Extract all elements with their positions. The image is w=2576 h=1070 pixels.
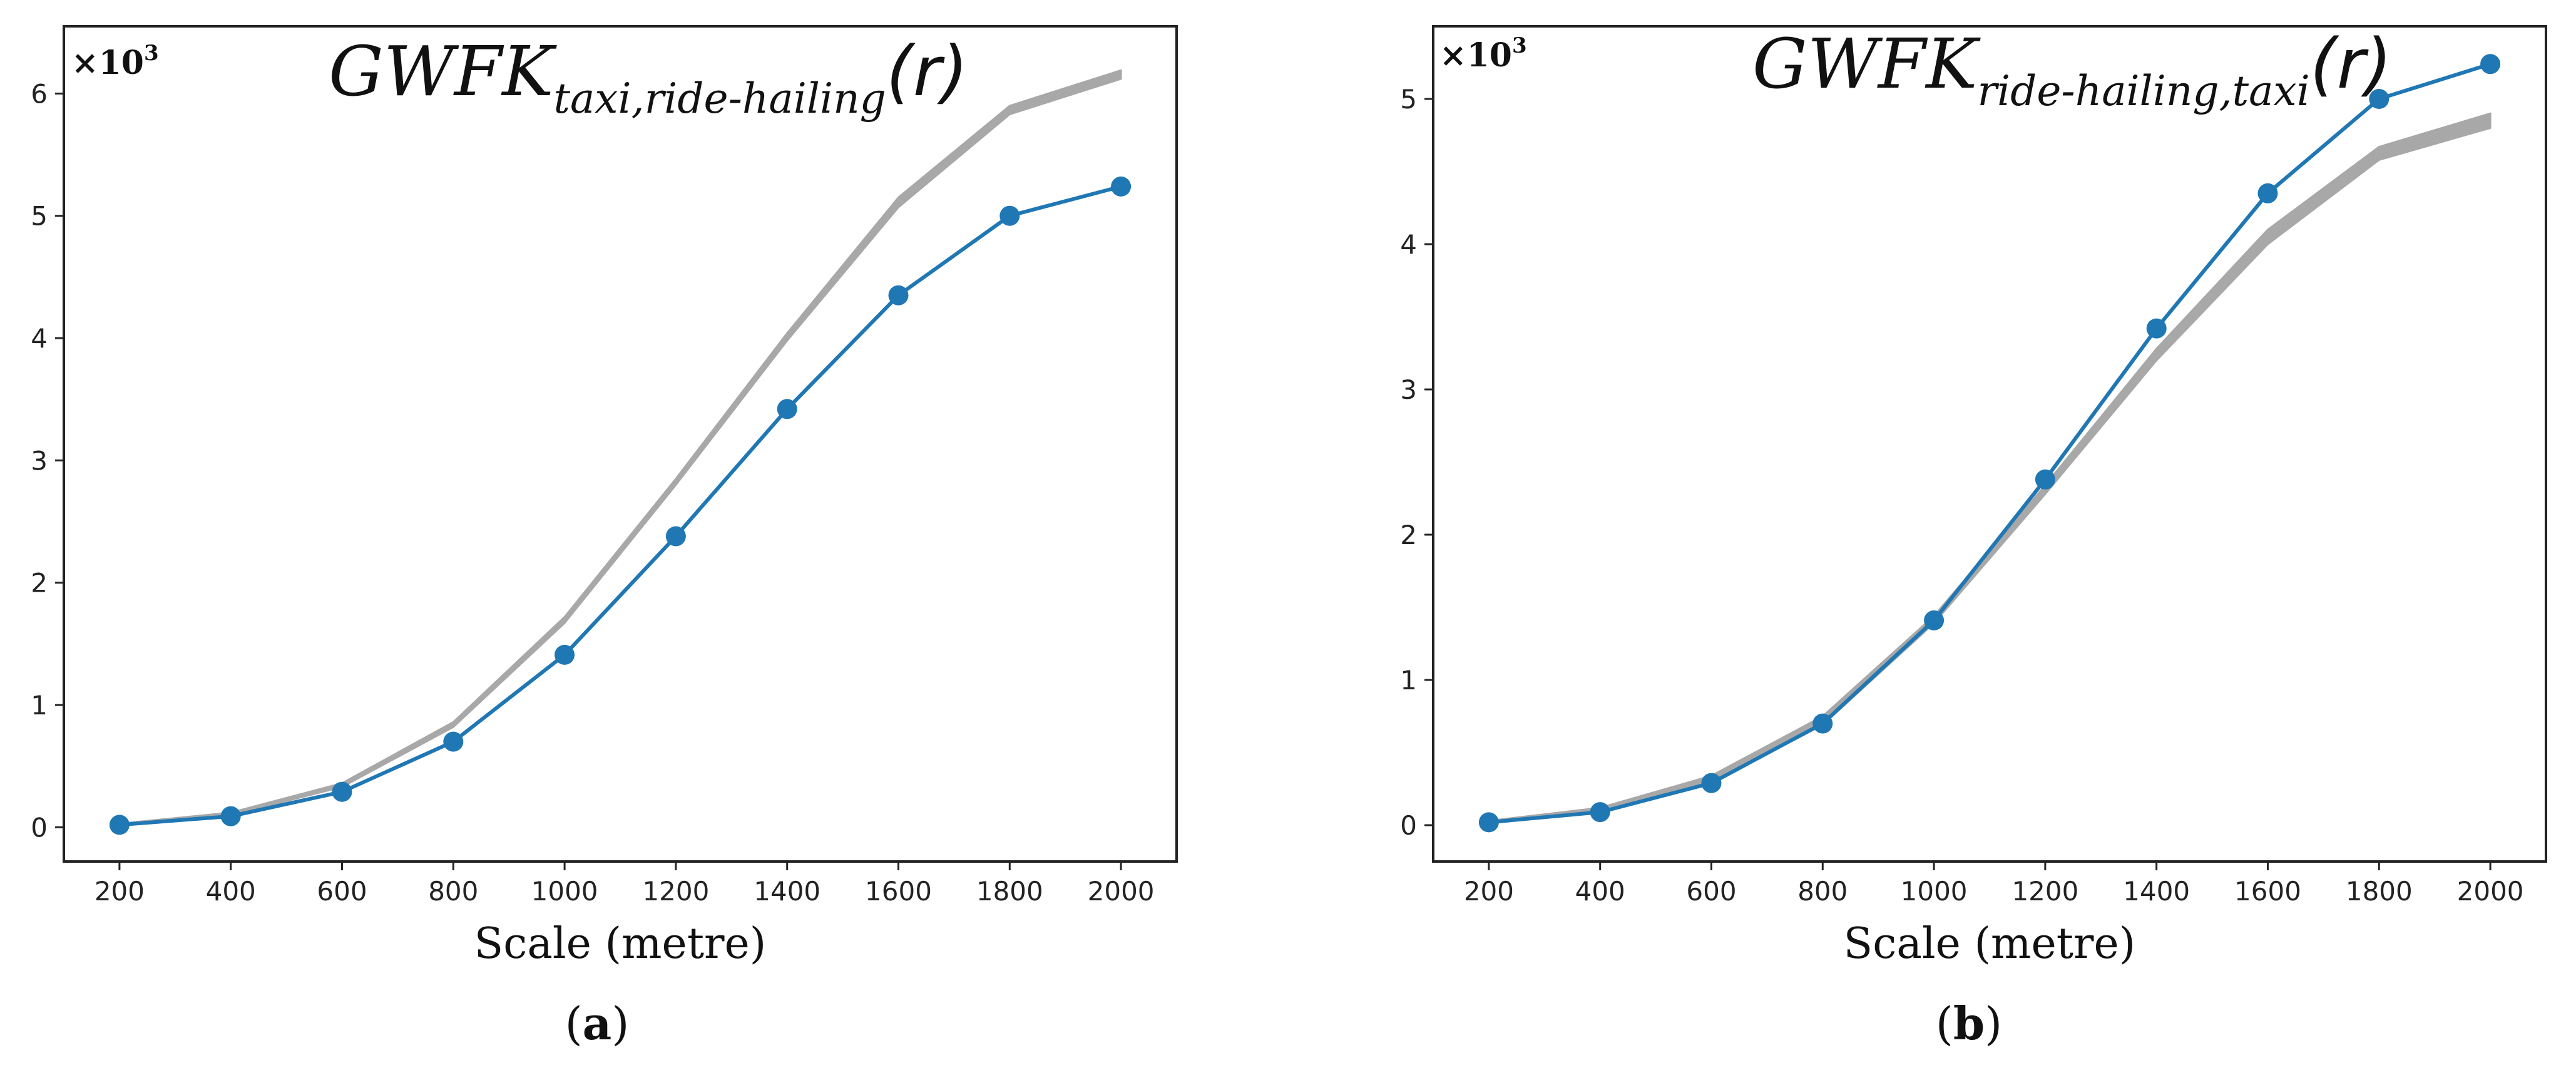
multiplier-base-a: ×10 [71,44,144,82]
panel-label-letter-b: b [1953,997,1985,1050]
x-tick-label-a: 400 [206,876,256,907]
observed-point-b [1478,812,1499,833]
title-suffix-b: (r) [2310,24,2392,104]
title-subscript-b: ride-hailing,taxi [1977,67,2309,115]
chart-panel-b: GWFKride-hailing,taxi(r) ×103 Scale (met… [1400,24,2547,1050]
observed-point-a [220,806,241,826]
y-multiplier-b: ×103 [1439,33,1527,75]
observed-point-b [1924,610,1945,630]
x-tick-label-a: 200 [95,876,145,907]
x-tick-label-a: 800 [428,876,478,907]
observed-point-b [2146,318,2167,339]
x-axis-label-a: Scale (metre) [474,919,767,969]
y-tick-label-b: 0 [1400,810,1417,841]
x-tick-label-b: 1200 [2011,876,2078,907]
observed-point-a [777,399,797,419]
observed-point-a [109,815,130,835]
y-tick-label-a: 6 [31,78,48,109]
x-tick-label-b: 2000 [2457,876,2524,907]
multiplier-exponent-a: 3 [144,41,159,66]
x-tick-label-a: 1800 [976,876,1043,907]
plot-layer-b [1478,54,2501,833]
observed-line-b [1488,62,2491,825]
y-tick-label-a: 4 [31,323,48,354]
x-tick-label-a: 1400 [754,876,820,907]
observed-point-a [1111,176,1132,197]
observed-line-a [119,184,1122,827]
y-tick-label-a: 0 [31,812,48,843]
title-base-b: GWFK [1752,24,1981,104]
observed-point-b [2369,89,2389,109]
x-tick-label-a: 600 [317,876,367,907]
y-tick-label-b: 5 [1400,84,1417,115]
panel-label-a: (a) [565,997,630,1050]
x-tick-label-b: 600 [1686,876,1736,907]
chart-panel-a: GWFKtaxi,ride-hailing(r) ×103 Scale (met… [31,25,1178,1050]
observed-point-a [443,731,464,752]
x-axis-label-b: Scale (metre) [1844,919,2136,969]
chart-title-a: GWFKtaxi,ride-hailing(r) [329,31,968,123]
panel-label-open-a: ( [565,997,583,1050]
panel-label-letter-a: a [583,997,612,1050]
x-tick-label-b: 400 [1575,876,1625,907]
y-tick-label-b: 3 [1400,374,1417,405]
y-tick-label-b: 1 [1400,665,1417,696]
x-tick-label-a: 1200 [642,876,709,907]
observed-point-a [888,285,909,306]
plot-layer-a [109,69,1132,835]
observed-point-b [1812,713,1833,734]
x-tick-label-a: 1600 [865,876,932,907]
x-tick-label-b: 1400 [2123,876,2190,907]
y-tick-label-b: 2 [1400,520,1417,550]
observed-point-b [1701,773,1722,793]
envelope-band-a [118,69,1122,826]
observed-point-b [2480,54,2501,75]
observed-point-a [665,526,686,547]
x-tick-label-b: 1000 [1901,876,1968,907]
observed-point-b [1590,802,1610,823]
y-tick-label-a: 2 [31,568,48,599]
chart-title-b: GWFKride-hailing,taxi(r) [1752,24,2392,115]
observed-point-a [999,205,1020,226]
y-multiplier-a: ×103 [71,41,159,82]
y-tick-label-b: 4 [1400,229,1417,260]
observed-point-b [2035,469,2055,490]
observed-point-b [2257,183,2278,203]
x-tick-label-b: 1800 [2346,876,2413,907]
panel-label-open-b: ( [1936,997,1953,1050]
y-tick-label-a: 1 [31,690,48,721]
multiplier-base-b: ×10 [1439,36,1512,75]
envelope-band-b [1488,112,2492,823]
panel-label-b: (b) [1936,997,2003,1050]
observed-point-a [332,781,352,802]
plot-frame-a [63,25,1178,863]
x-tick-label-a: 2000 [1088,876,1155,907]
title-suffix-a: (r) [886,31,968,111]
y-tick-label-a: 3 [31,445,48,476]
observed-point-a [555,644,575,665]
panel-label-close-b: ) [1985,997,2002,1050]
x-tick-label-b: 1600 [2234,876,2301,907]
title-base-a: GWFK [329,31,557,111]
panel-label-close-a: ) [611,997,629,1050]
x-tick-label-a: 1000 [531,876,598,907]
y-tick-label-a: 5 [31,201,48,232]
x-tick-label-b: 800 [1797,876,1848,907]
multiplier-exponent-b: 3 [1512,33,1527,58]
plot-frame-b [1432,25,2547,863]
x-tick-label-b: 200 [1464,876,1514,907]
title-subscript-a: taxi,ride-hailing [553,75,886,123]
